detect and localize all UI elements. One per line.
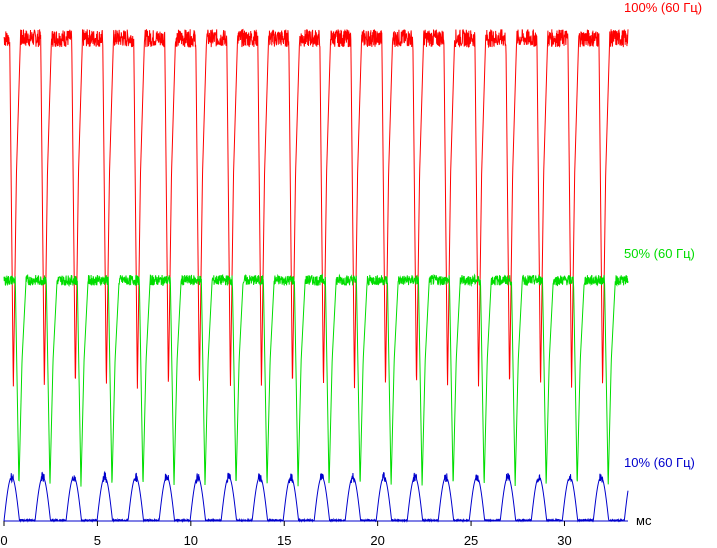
x-tick-label: 10 <box>184 533 198 548</box>
x-tick-label: 15 <box>277 533 291 548</box>
x-tick-label: 5 <box>94 533 101 548</box>
series-line-10 <box>3 470 629 523</box>
series-label-100: 100% (60 Гц) <box>624 0 702 15</box>
series-line-100 <box>3 28 629 389</box>
series-line-50 <box>3 273 629 487</box>
x-tick-label: 25 <box>464 533 478 548</box>
x-ticks: 0 5 10 15 20 25 30 <box>0 521 572 548</box>
series-label-10: 10% (60 Гц) <box>624 455 695 470</box>
x-tick-label: 30 <box>557 533 571 548</box>
x-tick-label: 20 <box>370 533 384 548</box>
x-axis-unit-label: мс <box>636 513 652 528</box>
series-layer <box>3 28 629 523</box>
series-label-50: 50% (60 Гц) <box>624 246 695 261</box>
x-tick-label: 0 <box>0 533 7 548</box>
